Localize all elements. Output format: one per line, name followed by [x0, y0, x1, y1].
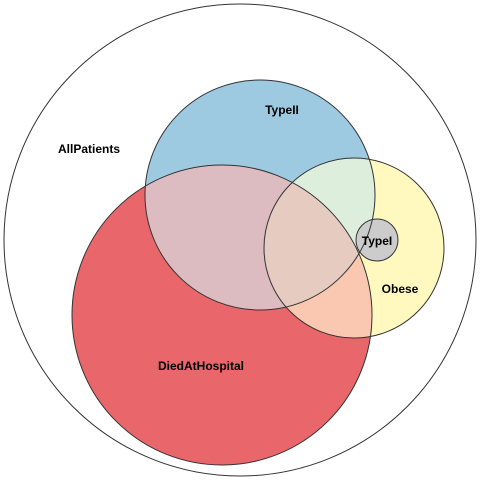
label-diedathospital: DiedAtHospital [158, 359, 244, 373]
set-typei-circle [355, 218, 399, 262]
set-diedathospital-outline [71, 164, 373, 466]
overlap-typeii-diedathospital-obese [264, 165, 372, 310]
label-obese: Obese [382, 282, 419, 296]
set-obese-outline [263, 157, 445, 339]
label-allpatients: AllPatients [58, 142, 120, 156]
set-typeii-outline [144, 79, 376, 311]
label-typei: TypeI [362, 234, 392, 248]
label-typeii: TypeII [265, 103, 299, 117]
